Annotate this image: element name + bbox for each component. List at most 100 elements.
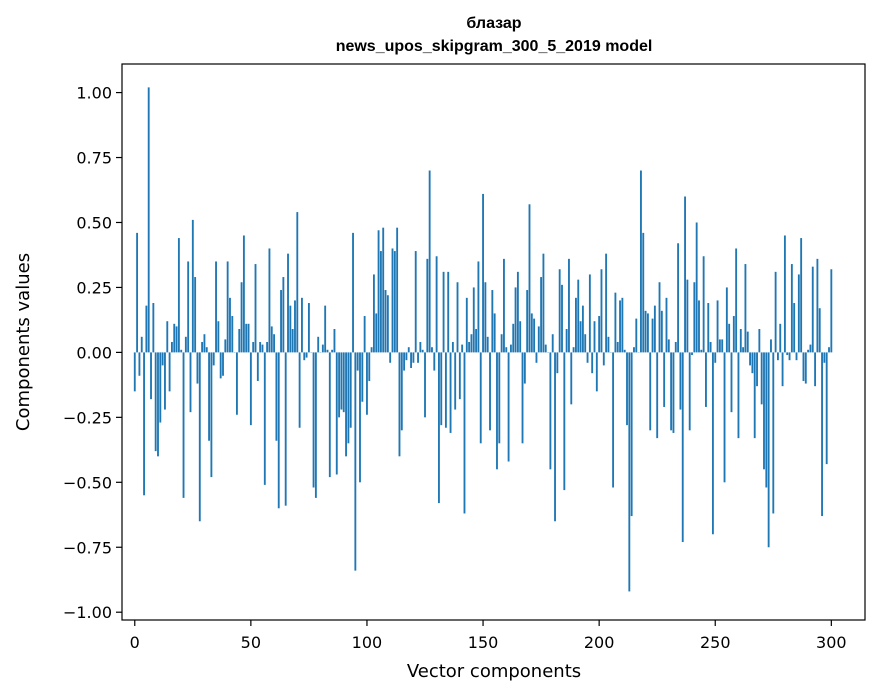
y-axis-label: Components values [13, 253, 34, 431]
x-tick-label: 100 [352, 633, 383, 652]
bar [284, 352, 287, 506]
bar [461, 344, 464, 353]
bar [684, 196, 686, 353]
bar [479, 352, 482, 444]
x-tick-label: 0 [130, 633, 140, 652]
bar [628, 352, 631, 592]
bar [203, 334, 206, 353]
bar [377, 230, 380, 353]
bar [816, 258, 819, 353]
bar [718, 339, 721, 353]
bar [758, 329, 761, 353]
bar [788, 352, 791, 361]
bar [231, 316, 234, 353]
bar [800, 238, 803, 353]
bar [584, 334, 587, 353]
bar [173, 323, 176, 353]
bar [168, 352, 171, 392]
bar [667, 339, 670, 353]
y-tick-label: 0.25 [76, 278, 112, 297]
bar [581, 305, 584, 353]
y-axis: −1.00 −0.75 −0.50 −0.25 0.00 0.25 0.50 0.75 1.00 [63, 84, 122, 622]
bar [249, 352, 252, 426]
bar [335, 352, 338, 475]
bar [254, 264, 257, 353]
bar [714, 352, 717, 363]
bar [558, 269, 561, 353]
bar [737, 352, 740, 439]
bar [605, 253, 608, 353]
bar [730, 352, 733, 413]
bar [400, 352, 403, 431]
bar [707, 303, 710, 353]
bar [138, 352, 141, 376]
bar [575, 297, 577, 353]
bar [779, 323, 782, 353]
bar [500, 334, 503, 353]
x-axis-label: Vector components [407, 661, 581, 682]
bar [368, 352, 371, 381]
bar [588, 274, 591, 353]
y-tick-label: −0.25 [63, 408, 112, 427]
bar [537, 326, 540, 353]
bar [164, 352, 166, 410]
bar [428, 170, 431, 353]
bar [242, 235, 245, 353]
bar [147, 87, 150, 353]
bar [477, 261, 480, 353]
bar [623, 349, 626, 353]
bar [672, 352, 675, 433]
bar [361, 352, 364, 402]
bar [145, 305, 148, 353]
bar [786, 352, 789, 355]
bar [150, 352, 152, 400]
bar [256, 352, 259, 381]
bar [229, 297, 231, 353]
bar [811, 266, 814, 353]
bar [407, 347, 410, 353]
bar [814, 352, 817, 387]
bar [519, 321, 522, 353]
bar [763, 352, 765, 470]
bar [830, 269, 833, 353]
x-tick-label: 250 [700, 633, 731, 652]
bar [372, 274, 375, 353]
bar [224, 339, 227, 353]
bar [287, 253, 289, 353]
bar [825, 352, 828, 465]
bar [512, 323, 515, 353]
bar [767, 352, 770, 548]
bar [598, 316, 601, 353]
x-tick-label: 50 [241, 633, 261, 652]
bar [354, 352, 357, 571]
x-tick-label: 150 [468, 633, 499, 652]
bar [170, 342, 173, 353]
bar [375, 313, 378, 353]
bar [396, 227, 399, 353]
bar [656, 352, 659, 439]
bar [540, 277, 543, 353]
bar [266, 342, 269, 353]
bar [379, 251, 382, 353]
bar [521, 352, 524, 444]
bar [486, 336, 489, 353]
bar [649, 352, 652, 431]
bar [744, 264, 747, 353]
bar [303, 352, 306, 361]
bar [498, 352, 501, 444]
bar [433, 352, 436, 371]
bar [770, 339, 772, 353]
bar [530, 313, 533, 353]
bar [440, 352, 443, 426]
bar [542, 253, 545, 353]
bar [783, 235, 786, 353]
bar [236, 352, 238, 415]
bar [312, 352, 315, 488]
bar [405, 352, 408, 361]
bar [797, 274, 800, 353]
bar [640, 170, 642, 353]
bar [222, 352, 224, 376]
bar [240, 282, 243, 353]
bar [268, 248, 271, 353]
bar [549, 352, 552, 470]
